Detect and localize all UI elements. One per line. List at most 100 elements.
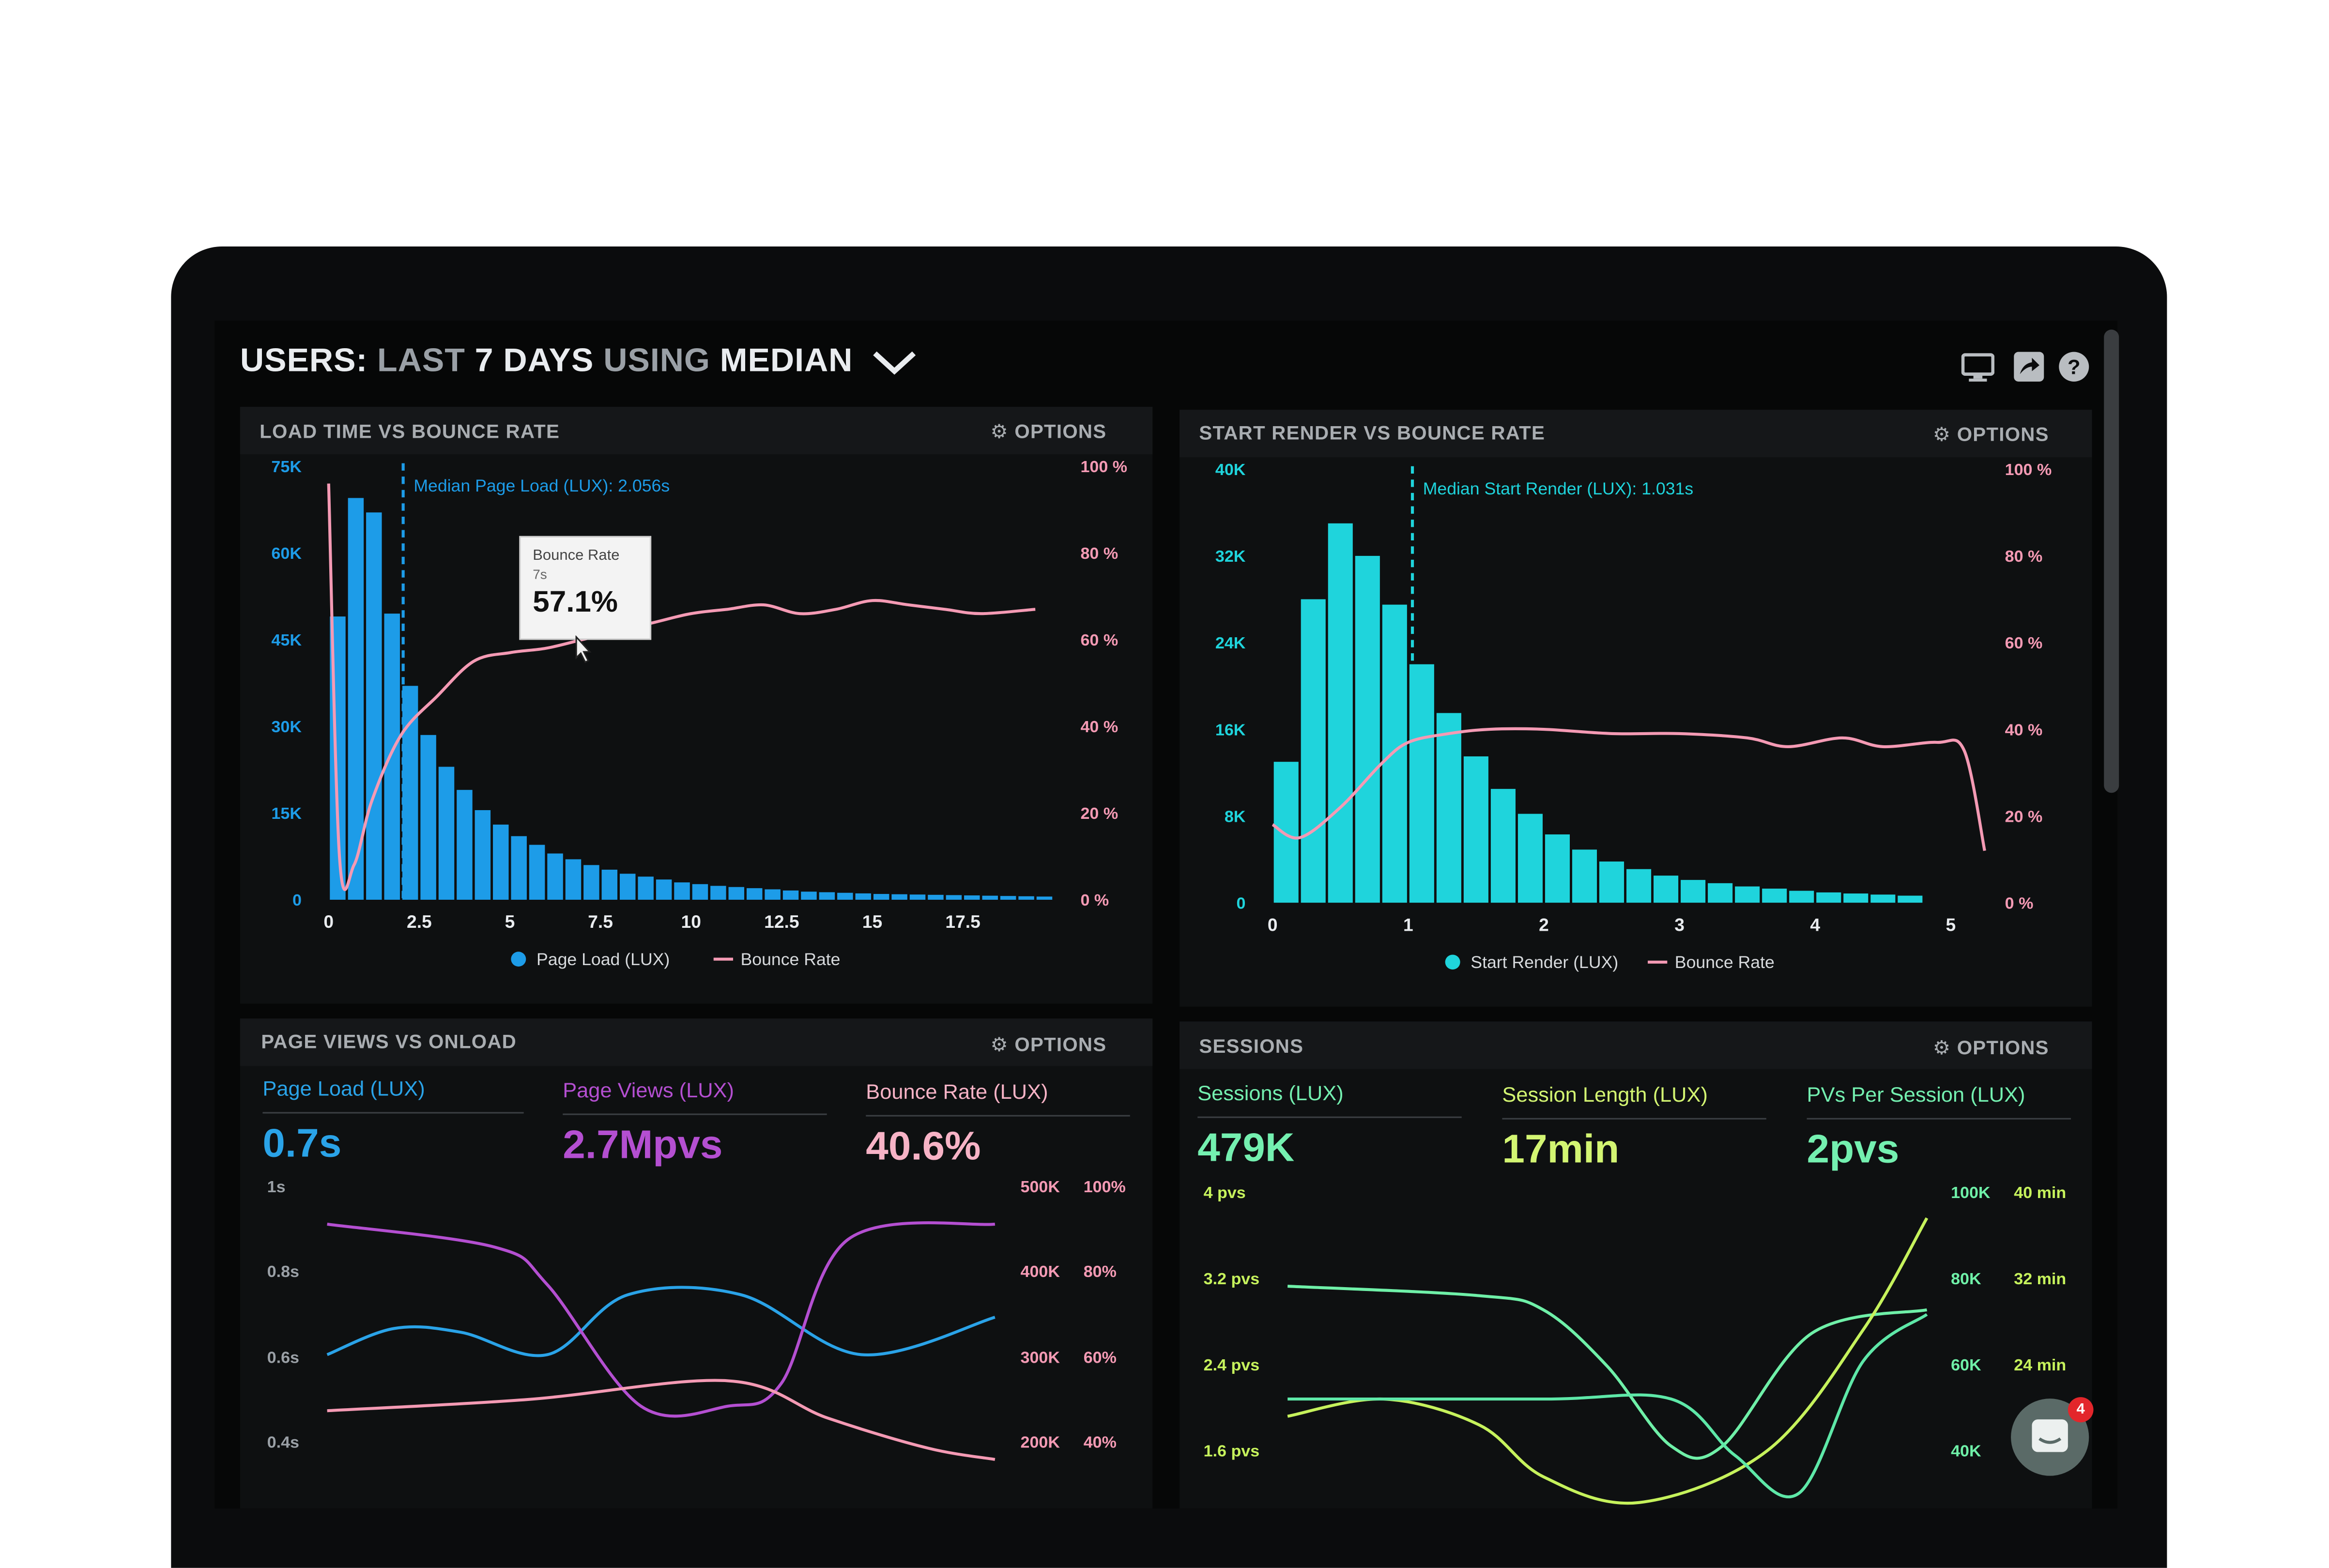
- stat-label-page-load: Page Load (LUX): [262, 1076, 425, 1100]
- histogram-bar: [583, 865, 599, 900]
- y-tick-label: 0.6s: [267, 1349, 299, 1367]
- stat-divider: [563, 1113, 827, 1115]
- panel-load-time-header: [240, 407, 1153, 455]
- histogram-bar: [891, 894, 907, 900]
- series-line: [327, 1379, 996, 1461]
- histogram-bar: [565, 859, 582, 900]
- stat-label-sessions: Sessions (LUX): [1197, 1081, 1344, 1105]
- x-tick-label: 2.5: [407, 912, 432, 932]
- y2-tick-label: 80 %: [2005, 547, 2043, 566]
- histogram-bar: [1898, 895, 1923, 903]
- series-line: [1287, 1313, 1928, 1498]
- stat-divider: [262, 1112, 524, 1114]
- options-button[interactable]: ⚙ OPTIONS: [991, 420, 1107, 444]
- histogram-bar: [1382, 604, 1407, 903]
- histogram-bar: [928, 894, 944, 900]
- share-icon[interactable]: [2012, 351, 2045, 383]
- histogram-bar: [1436, 713, 1461, 903]
- stat-value-bounce-rate: 40.6%: [866, 1123, 981, 1168]
- y-tick-label: 45K: [271, 631, 302, 649]
- histogram-bar: [547, 853, 563, 900]
- histogram-bar: [475, 810, 491, 900]
- chevron-down-icon[interactable]: [872, 349, 917, 376]
- y-tick-label: 15K: [271, 804, 302, 823]
- chart-page-views: 0.4s 0.6s 0.8s 1s 200K 300K 400K 500K 40% 60% 80% 1…: [267, 1178, 1126, 1461]
- panel-page-views-header: [240, 1018, 1153, 1066]
- histogram-bar: [1545, 834, 1570, 903]
- y-tick-label: 0.8s: [267, 1262, 299, 1281]
- y2-tick-label: 100 %: [1080, 458, 1127, 476]
- y2-tick-label: 200K: [1021, 1433, 1060, 1452]
- scrollbar[interactable]: [2104, 329, 2119, 793]
- x-tick-label: 1: [1403, 915, 1413, 935]
- histogram-bar: [457, 790, 473, 900]
- histogram-bar: [1572, 849, 1597, 903]
- x-tick-label: 5: [505, 912, 515, 932]
- options-button[interactable]: ⚙ OPTIONS: [1933, 423, 2049, 447]
- y-tick-label: 0: [1236, 894, 1245, 913]
- panel-title: LOAD TIME VS BOUNCE RATE: [260, 420, 560, 443]
- series-line: [1287, 1285, 1928, 1460]
- title-using: USING: [603, 341, 710, 379]
- y2-tick-label: 80K: [1951, 1270, 1981, 1288]
- stat-divider: [1807, 1118, 2071, 1120]
- panel-title: SESSIONS: [1199, 1035, 1304, 1057]
- histogram-bar: [366, 512, 382, 900]
- options-button[interactable]: ⚙ OPTIONS: [1933, 1036, 2049, 1060]
- histogram-bar: [1843, 893, 1869, 903]
- bounce-rate-line: [1272, 727, 1986, 851]
- y2-tick-label: 0 %: [1080, 891, 1109, 909]
- panel-page-views: [240, 1018, 1153, 1509]
- histogram-bar: [348, 498, 364, 900]
- x-tick-label: 4: [1810, 915, 1820, 935]
- histogram-bar: [819, 892, 835, 900]
- series-line: [327, 1221, 996, 1418]
- histogram-bar: [1355, 555, 1380, 903]
- x-tick-label: 0: [323, 912, 334, 932]
- help-icon[interactable]: ?: [2057, 351, 2090, 383]
- panel-title: PAGE VIEWS VS ONLOAD: [261, 1030, 517, 1053]
- histogram-bar: [1409, 664, 1434, 903]
- stat-value-sessions: 479K: [1197, 1125, 1295, 1170]
- legend-swatch: [1445, 954, 1460, 970]
- options-label: OPTIONS: [1014, 420, 1107, 443]
- histogram-bar: [1036, 896, 1053, 900]
- legend-label: Page Load (LUX): [536, 950, 670, 969]
- histogram-bar: [946, 895, 962, 900]
- histogram-bar: [420, 735, 436, 900]
- y2-tick-label: 60 %: [1080, 631, 1118, 649]
- stat-divider: [1197, 1116, 1462, 1118]
- title-median: MEDIAN: [720, 341, 853, 379]
- histogram-bar: [1328, 523, 1353, 903]
- y-tick-label: 0.4s: [267, 1433, 299, 1452]
- legend-label: Start Render (LUX): [1471, 953, 1618, 972]
- histogram-bar: [601, 869, 618, 900]
- y3-tick-label: 40 min: [2014, 1184, 2066, 1202]
- y2-tick-label: 40K: [1951, 1442, 1981, 1460]
- x-tick-label: 3: [1674, 915, 1685, 935]
- stat-label-pvs-per-session: PVs Per Session (LUX): [1807, 1082, 2025, 1107]
- x-tick-label: 17.5: [945, 912, 980, 932]
- chat-icon: [2032, 1419, 2068, 1452]
- histogram-bar: [1463, 756, 1488, 903]
- panel-sessions: [1180, 1021, 2092, 1509]
- y-tick-label: 60K: [271, 544, 302, 563]
- options-button[interactable]: ⚙ OPTIONS: [991, 1033, 1107, 1057]
- y2-tick-label: 40 %: [2005, 721, 2043, 739]
- tooltip-label: Bounce Rate: [533, 548, 620, 565]
- monitor-icon[interactable]: [1961, 351, 1994, 383]
- x-tick-label: 0: [1268, 915, 1278, 935]
- options-label: OPTIONS: [1957, 1036, 2049, 1059]
- y-tick-label: 3.2 pvs: [1204, 1270, 1260, 1288]
- stat-value-page-views: 2.7Mpvs: [563, 1122, 723, 1167]
- gear-icon: ⚙: [990, 420, 1015, 443]
- y-tick-label: 2.4 pvs: [1204, 1356, 1260, 1374]
- y-tick-label: 30K: [271, 718, 302, 736]
- chart-sessions: 1.6 pvs 2.4 pvs 3.2 pvs 4 pvs 40K 60K 80K 100K 2…: [1204, 1184, 2066, 1505]
- stat-value-session-length: 17min: [1502, 1127, 1620, 1172]
- cursor-icon: [575, 635, 592, 663]
- page-title[interactable]: USERS: LAST 7 DAYS USING MEDIAN: [240, 341, 917, 380]
- tooltip-value: 57.1%: [533, 586, 618, 619]
- histogram-bar: [1000, 896, 1016, 900]
- stat-divider: [866, 1115, 1130, 1117]
